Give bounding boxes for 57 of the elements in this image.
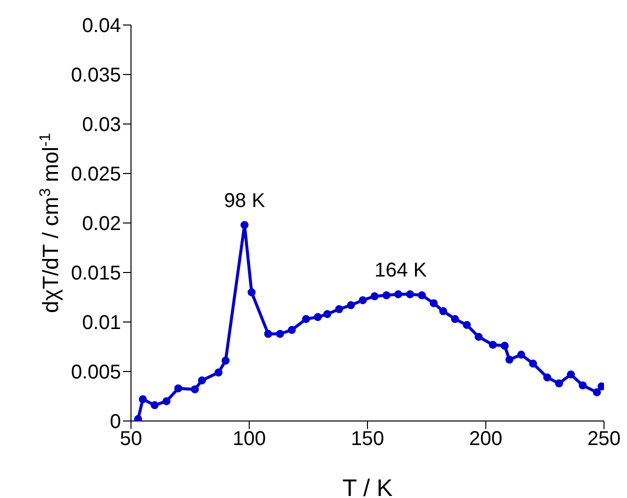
point: [138, 395, 147, 404]
point: [240, 220, 249, 229]
point: [214, 368, 223, 376]
point: [592, 388, 601, 396]
y-tick-label: 0.005: [70, 362, 121, 384]
point: [264, 330, 272, 338]
point: [276, 330, 284, 338]
y-tick-label: 0.01: [82, 312, 121, 334]
point: [566, 370, 575, 378]
point: [198, 376, 206, 384]
y-tick-label: 0: [110, 411, 121, 434]
point: [162, 397, 170, 406]
point: [323, 310, 332, 318]
y-tick-label: 0.035: [70, 64, 121, 87]
point: [248, 288, 256, 296]
y-tick-label: 0.02: [82, 213, 121, 236]
point: [555, 379, 564, 388]
point: [190, 385, 199, 394]
point: [335, 305, 344, 314]
y-tick-label: 0.04: [82, 15, 121, 38]
x-tick-label: 50: [120, 428, 142, 450]
point: [370, 292, 379, 300]
annotation: 164 K: [374, 259, 428, 282]
point: [505, 356, 514, 364]
x-axis-title: T / K: [342, 475, 393, 498]
point: [346, 301, 355, 310]
annotation: 98 K: [224, 190, 266, 212]
point: [314, 313, 322, 322]
y-tick-label: 0.025: [70, 164, 121, 186]
point: [222, 356, 230, 365]
point: [382, 291, 390, 300]
point: [288, 326, 296, 334]
x-tick-label: 250: [587, 428, 621, 450]
point: [150, 401, 159, 410]
point: [406, 290, 414, 298]
point: [451, 315, 460, 324]
x-tick-label: 100: [232, 428, 266, 450]
point: [488, 340, 497, 349]
x-tick-label: 150: [350, 428, 384, 450]
y-tick-label: 0.03: [82, 114, 121, 136]
x-tick-label: 200: [469, 428, 502, 450]
point: [174, 384, 182, 392]
point: [394, 290, 402, 298]
point: [474, 332, 483, 341]
point: [358, 296, 367, 304]
point: [430, 299, 438, 308]
point: [517, 350, 526, 359]
y-tick-label: 0.015: [70, 262, 121, 285]
point: [134, 415, 142, 421]
point: [439, 307, 448, 316]
point: [543, 373, 552, 382]
point: [529, 360, 538, 368]
point: [302, 315, 310, 324]
point: [462, 320, 471, 329]
point: [578, 381, 587, 390]
point: [500, 342, 509, 350]
point: [418, 291, 426, 300]
